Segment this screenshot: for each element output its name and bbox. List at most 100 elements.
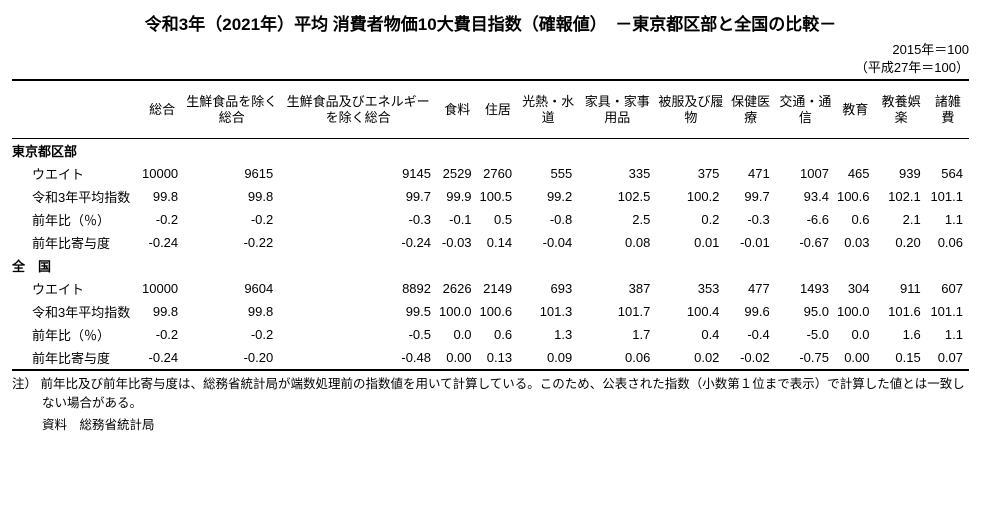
footnote-block: 注） 前年比及び前年比寄与度は、総務省統計局が端数処理前の指数値を用いて計算して… <box>12 375 969 435</box>
data-cell: -0.20 <box>184 346 279 370</box>
data-cell: 2.1 <box>876 208 927 231</box>
data-cell: 100.5 <box>478 185 519 208</box>
row-label: ウエイト <box>12 277 140 300</box>
data-cell: 9145 <box>279 162 437 185</box>
data-cell: 99.8 <box>184 185 279 208</box>
data-cell: 95.0 <box>776 300 835 323</box>
data-cell: 0.4 <box>656 323 725 346</box>
data-cell: 100.6 <box>478 300 519 323</box>
data-cell: 0.09 <box>518 346 578 370</box>
data-cell: -0.48 <box>279 346 437 370</box>
col-9: 交通・通信 <box>776 80 835 138</box>
page-title: 令和3年（2021年）平均 消費者物価10大費目指数（確報値） －東京都区部と全… <box>12 10 969 35</box>
row-label: 前年比寄与度 <box>12 231 140 254</box>
data-cell: 99.7 <box>279 185 437 208</box>
data-cell: 2529 <box>437 162 478 185</box>
data-cell: 375 <box>656 162 725 185</box>
data-cell: 1007 <box>776 162 835 185</box>
data-cell: 0.01 <box>656 231 725 254</box>
data-cell: 693 <box>518 277 578 300</box>
data-cell: 1.7 <box>578 323 656 346</box>
data-cell: 607 <box>927 277 969 300</box>
data-cell: 10000 <box>140 277 184 300</box>
data-cell: 555 <box>518 162 578 185</box>
data-cell: -0.22 <box>184 231 279 254</box>
data-cell: 353 <box>656 277 725 300</box>
data-cell: -0.1 <box>437 208 478 231</box>
base-year-block: 2015年＝100 （平成27年＝100） <box>12 41 969 77</box>
data-cell: 477 <box>725 277 775 300</box>
col-4: 住居 <box>478 80 519 138</box>
data-cell: 99.9 <box>437 185 478 208</box>
data-cell: 0.07 <box>927 346 969 370</box>
data-cell: 304 <box>835 277 876 300</box>
data-cell: 100.4 <box>656 300 725 323</box>
data-cell: 0.5 <box>478 208 519 231</box>
data-cell: 100.0 <box>835 300 876 323</box>
data-cell: 0.03 <box>835 231 876 254</box>
data-cell: 2626 <box>437 277 478 300</box>
data-cell: -0.2 <box>140 323 184 346</box>
header-blank <box>12 80 140 138</box>
row-label: 令和3年平均指数 <box>12 300 140 323</box>
data-cell: 1.3 <box>518 323 578 346</box>
data-cell: 101.1 <box>927 300 969 323</box>
data-cell: 465 <box>835 162 876 185</box>
data-cell: 0.6 <box>478 323 519 346</box>
source-text: 資料 総務省統計局 <box>12 416 969 435</box>
col-5: 光熱・水道 <box>518 80 578 138</box>
section-header: 東京都区部 <box>12 138 969 162</box>
col-1: 生鮮食品を除く総合 <box>184 80 279 138</box>
data-cell: 9604 <box>184 277 279 300</box>
row-label: 前年比（％） <box>12 323 140 346</box>
row-label: 前年比（％） <box>12 208 140 231</box>
data-cell: 0.13 <box>478 346 519 370</box>
header-row: 総合 生鮮食品を除く総合 生鮮食品及びエネルギーを除く総合 食料 住居 光熱・水… <box>12 80 969 138</box>
data-cell: 8892 <box>279 277 437 300</box>
data-cell: 9615 <box>184 162 279 185</box>
col-11: 教養娯楽 <box>876 80 927 138</box>
data-cell: 0.0 <box>835 323 876 346</box>
data-cell: -0.4 <box>725 323 775 346</box>
data-cell: 99.6 <box>725 300 775 323</box>
data-cell: 101.7 <box>578 300 656 323</box>
base-year-1: 2015年＝100 <box>12 41 969 59</box>
data-cell: -0.75 <box>776 346 835 370</box>
data-cell: 101.1 <box>927 185 969 208</box>
col-3: 食料 <box>437 80 478 138</box>
data-cell: 102.5 <box>578 185 656 208</box>
data-cell: -0.02 <box>725 346 775 370</box>
data-cell: 1.1 <box>927 323 969 346</box>
data-cell: 99.8 <box>140 300 184 323</box>
data-cell: 0.08 <box>578 231 656 254</box>
data-cell: -0.5 <box>279 323 437 346</box>
row-label: 令和3年平均指数 <box>12 185 140 208</box>
data-cell: -0.04 <box>518 231 578 254</box>
data-cell: -0.01 <box>725 231 775 254</box>
data-cell: 387 <box>578 277 656 300</box>
data-cell: -0.2 <box>184 323 279 346</box>
data-cell: 99.8 <box>140 185 184 208</box>
data-cell: 911 <box>876 277 927 300</box>
data-cell: -0.24 <box>140 346 184 370</box>
col-10: 教育 <box>835 80 876 138</box>
data-cell: 1.1 <box>927 208 969 231</box>
col-2: 生鮮食品及びエネルギーを除く総合 <box>279 80 437 138</box>
data-cell: 0.14 <box>478 231 519 254</box>
data-cell: 2149 <box>478 277 519 300</box>
data-cell: 102.1 <box>876 185 927 208</box>
data-cell: 0.00 <box>835 346 876 370</box>
data-cell: 1493 <box>776 277 835 300</box>
col-0: 総合 <box>140 80 184 138</box>
col-8: 保健医療 <box>725 80 775 138</box>
data-cell: 2760 <box>478 162 519 185</box>
col-12: 諸雑費 <box>927 80 969 138</box>
data-cell: 0.0 <box>437 323 478 346</box>
data-cell: 0.6 <box>835 208 876 231</box>
data-cell: 0.02 <box>656 346 725 370</box>
cpi-table: 総合 生鮮食品を除く総合 生鮮食品及びエネルギーを除く総合 食料 住居 光熱・水… <box>12 79 969 371</box>
data-cell: 0.20 <box>876 231 927 254</box>
data-cell: 99.2 <box>518 185 578 208</box>
data-cell: 0.00 <box>437 346 478 370</box>
data-cell: 0.06 <box>578 346 656 370</box>
